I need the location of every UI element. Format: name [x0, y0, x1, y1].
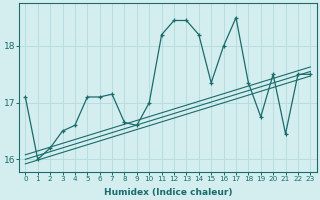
X-axis label: Humidex (Indice chaleur): Humidex (Indice chaleur) [104, 188, 232, 197]
